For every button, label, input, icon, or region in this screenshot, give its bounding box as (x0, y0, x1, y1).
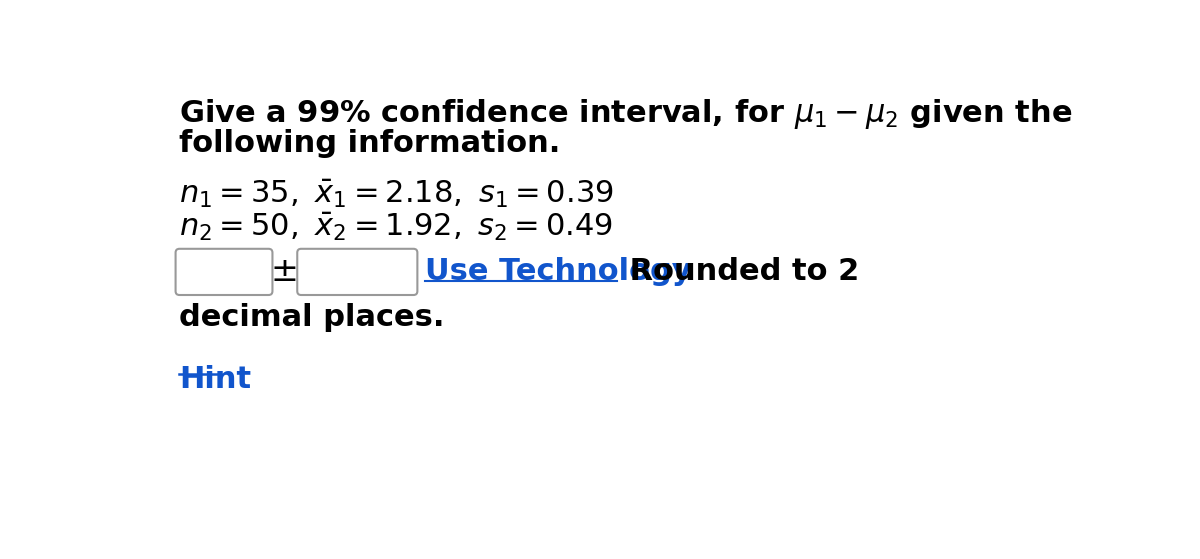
FancyBboxPatch shape (298, 249, 418, 295)
Text: Give a 99% confidence interval, for $\mu_1 - \mu_2$ given the: Give a 99% confidence interval, for $\mu… (180, 97, 1073, 131)
Text: Hint: Hint (180, 365, 252, 394)
Text: $n_2 = 50,\ \bar{x}_2 = 1.92,\ s_2 = 0.49$: $n_2 = 50,\ \bar{x}_2 = 1.92,\ s_2 = 0.4… (180, 211, 613, 243)
Text: $\pm$: $\pm$ (270, 255, 296, 288)
Text: $n_1 = 35,\ \bar{x}_1 = 2.18,\ s_1 = 0.39$: $n_1 = 35,\ \bar{x}_1 = 2.18,\ s_1 = 0.3… (180, 178, 614, 210)
FancyBboxPatch shape (175, 249, 272, 295)
Text: Rounded to 2: Rounded to 2 (619, 257, 859, 286)
Text: Use Technology: Use Technology (425, 257, 691, 286)
Text: decimal places.: decimal places. (180, 304, 445, 333)
Text: following information.: following information. (180, 130, 560, 158)
